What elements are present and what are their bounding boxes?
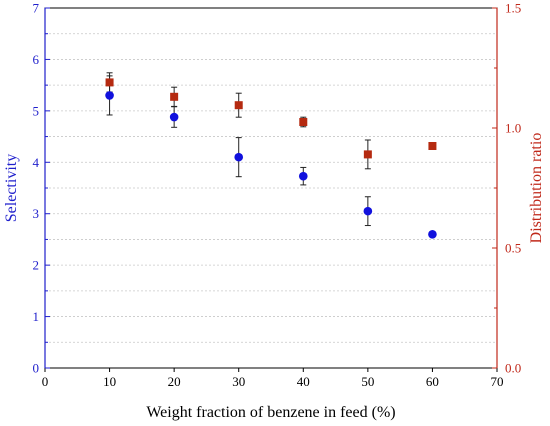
- distribution-ratio-point: [299, 118, 308, 126]
- selectivity-point: [428, 229, 437, 239]
- x-tick-label: 60: [426, 374, 439, 389]
- selectivity-point: [363, 206, 373, 216]
- distribution-ratio-point: [105, 78, 114, 87]
- selectivity-point: [234, 152, 244, 162]
- x-tick-label: 10: [103, 374, 116, 389]
- x-tick-label: 70: [491, 374, 504, 389]
- left-axis-ticks: 0 1 2 3 4 5 6 7: [33, 1, 50, 376]
- left-tick-label: 5: [33, 103, 40, 118]
- left-tick-label: 7: [33, 1, 40, 16]
- x-tick-label: 30: [232, 374, 245, 389]
- left-tick-label: 0: [33, 361, 40, 376]
- right-tick-label: 0.5: [505, 241, 521, 256]
- distribution-ratio-point: [363, 150, 372, 159]
- left-tick-label: 4: [33, 155, 40, 170]
- distribution-ratio-point: [428, 142, 437, 150]
- left-tick-label: 2: [33, 258, 40, 273]
- x-axis-ticks: 0 10 20 30 40 50 60 70: [42, 368, 504, 389]
- right-tick-label: 1.5: [505, 1, 521, 16]
- left-axis-title: Selectivity: [3, 154, 20, 222]
- distribution-ratio-point: [234, 101, 243, 110]
- gridlines: [45, 33, 497, 343]
- right-axis-ticks: 0.0 0.5 1.0 1.5: [492, 1, 521, 376]
- error-bars: [106, 72, 371, 227]
- right-axis-title: Distribution ratio: [528, 133, 545, 244]
- left-tick-label: 1: [33, 309, 40, 324]
- x-tick-label: 50: [361, 374, 374, 389]
- x-tick-label: 0: [42, 374, 49, 389]
- selectivity-point: [105, 91, 114, 100]
- left-tick-label: 3: [33, 206, 40, 221]
- x-axis-title: Weight fraction of benzene in feed (%): [146, 404, 395, 421]
- distribution-ratio-point: [170, 92, 179, 101]
- selectivity-point: [298, 171, 308, 181]
- right-tick-label: 0.0: [505, 361, 521, 376]
- x-tick-label: 20: [168, 374, 181, 389]
- selectivity-point: [169, 112, 179, 122]
- right-tick-label: 1.0: [505, 121, 521, 136]
- left-tick-label: 6: [33, 52, 40, 67]
- data-markers: [105, 78, 437, 239]
- x-tick-label: 40: [297, 374, 310, 389]
